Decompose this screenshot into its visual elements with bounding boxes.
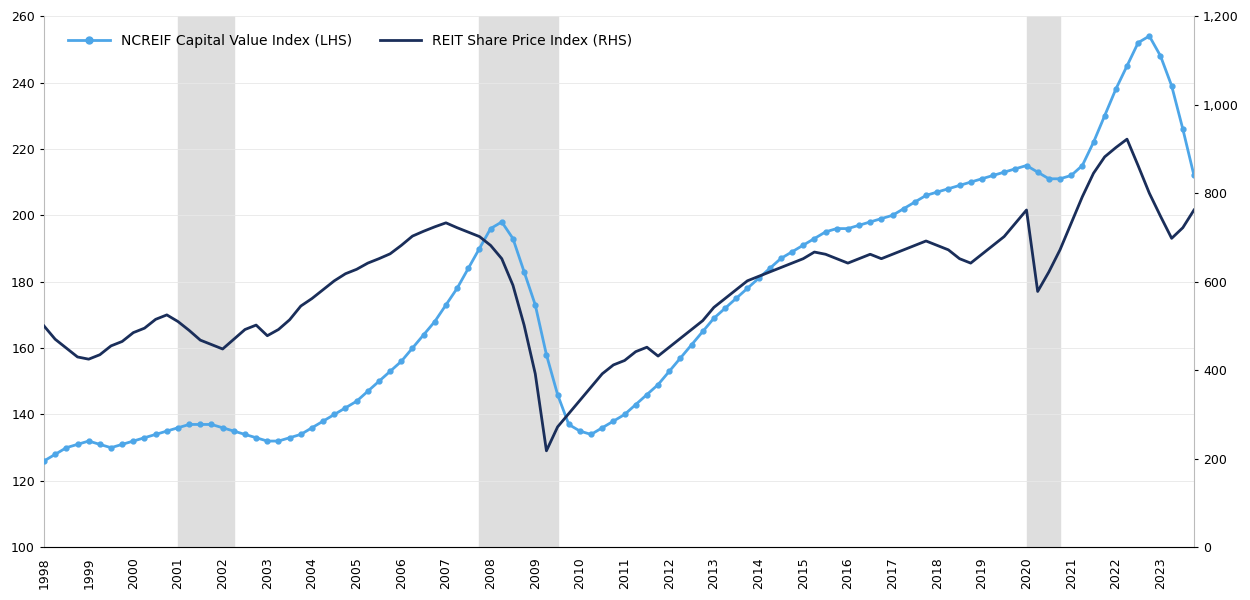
REIT Share Price Index (RHS) — [1186, 206, 1201, 214]
Legend: NCREIF Capital Value Index (LHS), REIT Share Price Index (RHS): NCREIF Capital Value Index (LHS), REIT S… — [62, 28, 639, 53]
REIT Share Price Index (RHS) — [1098, 153, 1112, 160]
REIT Share Price Index (RHS) — [70, 353, 85, 361]
NCREIF Capital Value Index (LHS) — [36, 457, 51, 464]
Line: NCREIF Capital Value Index (LHS): NCREIF Capital Value Index (LHS) — [41, 34, 1196, 463]
REIT Share Price Index (RHS) — [371, 255, 386, 262]
NCREIF Capital Value Index (LHS) — [606, 418, 621, 425]
NCREIF Capital Value Index (LHS) — [1086, 139, 1101, 146]
NCREIF Capital Value Index (LHS) — [70, 441, 85, 448]
NCREIF Capital Value Index (LHS) — [1186, 172, 1201, 179]
NCREIF Capital Value Index (LHS) — [1152, 52, 1168, 59]
REIT Share Price Index (RHS) — [539, 447, 554, 454]
NCREIF Capital Value Index (LHS) — [371, 377, 386, 385]
REIT Share Price Index (RHS) — [326, 277, 341, 284]
NCREIF Capital Value Index (LHS) — [1141, 32, 1156, 40]
NCREIF Capital Value Index (LHS) — [326, 411, 341, 418]
REIT Share Price Index (RHS) — [618, 357, 632, 364]
Line: REIT Share Price Index (RHS): REIT Share Price Index (RHS) — [44, 139, 1194, 451]
REIT Share Price Index (RHS) — [1164, 235, 1179, 242]
Bar — [480, 16, 558, 547]
REIT Share Price Index (RHS) — [1120, 136, 1135, 143]
Bar — [1026, 16, 1060, 547]
Bar — [177, 16, 234, 547]
REIT Share Price Index (RHS) — [36, 322, 51, 329]
